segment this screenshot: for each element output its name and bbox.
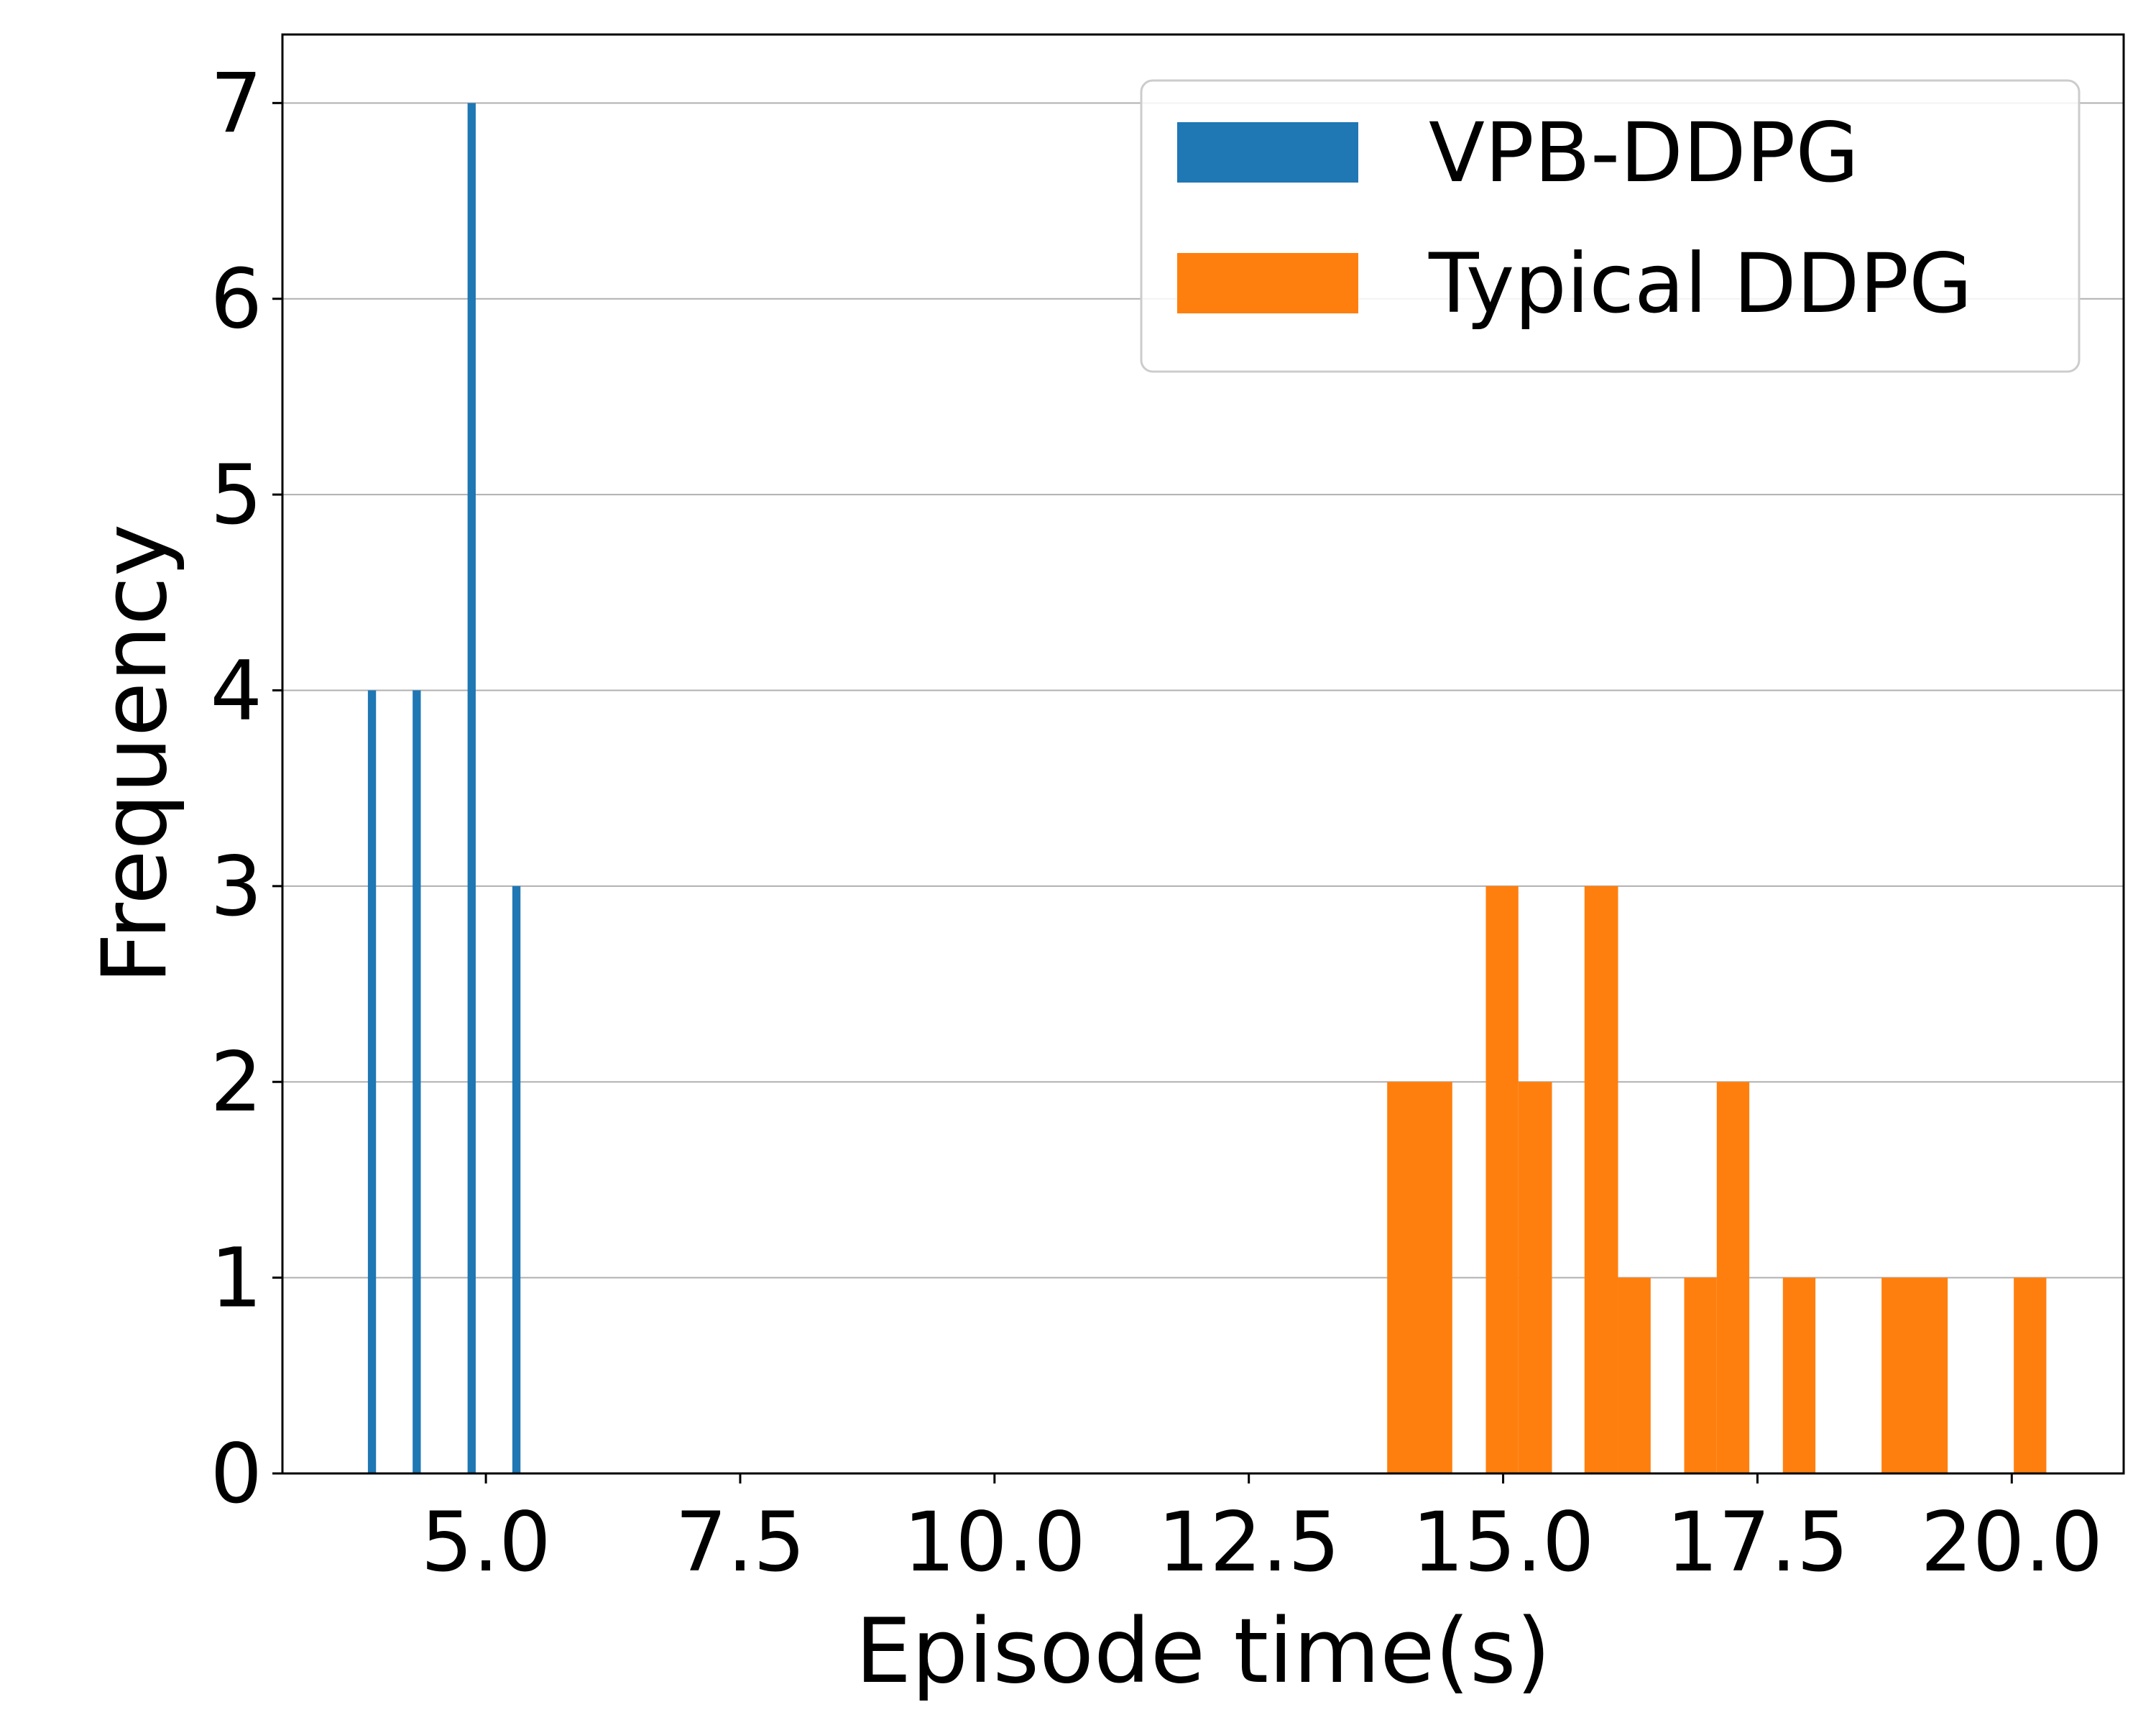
- x-tick-label: 15.0: [1412, 1494, 1595, 1590]
- y-axis-ticks: 0 1 2 3 4 5 6 7: [210, 55, 282, 1522]
- y-tick-label: 3: [210, 839, 262, 934]
- x-tick-label: 5.0: [420, 1494, 550, 1590]
- x-tick-label: 17.5: [1667, 1494, 1849, 1590]
- bar-typical-ddpg: [1881, 1277, 1948, 1473]
- bar-typical-ddpg: [2014, 1277, 2047, 1473]
- bar-typical-ddpg: [1485, 886, 1519, 1473]
- bar-vpb-ddpg: [367, 690, 377, 1473]
- legend-swatch: [1177, 253, 1358, 313]
- legend-box: [1140, 79, 2081, 373]
- y-tick-label: 4: [210, 643, 262, 738]
- bars: [367, 103, 2047, 1473]
- bar-typical-ddpg: [1684, 1277, 1717, 1473]
- bar-vpb-ddpg: [512, 886, 521, 1473]
- x-axis-label: Episode time(s): [855, 1600, 1551, 1703]
- x-axis-ticks: 5.0 7.5 10.0 12.5 15.0 17.5 20.0: [420, 1473, 2103, 1590]
- x-tick-label: 12.5: [1158, 1494, 1340, 1590]
- y-axis-label: Frequency: [83, 524, 187, 985]
- y-tick-label: 0: [210, 1426, 262, 1522]
- plot-frame: [281, 33, 2125, 1475]
- grid-lines: [282, 102, 2124, 1474]
- y-tick-label: 5: [210, 447, 262, 543]
- bar-typical-ddpg: [1782, 1277, 1816, 1473]
- x-tick-label: 7.5: [675, 1494, 805, 1590]
- bar-typical-ddpg: [1387, 1082, 1452, 1473]
- y-tick-label: 1: [210, 1230, 262, 1326]
- legend-label: VPB-DDPG: [1429, 105, 1859, 201]
- bar-vpb-ddpg: [467, 103, 476, 1473]
- x-tick-label: 20.0: [1920, 1494, 2103, 1590]
- y-tick-label: 7: [210, 55, 262, 151]
- y-tick-label: 2: [210, 1034, 262, 1130]
- legend: VPB-DDPG Typical DDPG: [1140, 79, 2081, 373]
- y-tick-label: 6: [210, 252, 262, 347]
- bar-typical-ddpg: [1716, 1082, 1750, 1473]
- bar-typical-ddpg: [1618, 1277, 1651, 1473]
- bar-vpb-ddpg: [413, 690, 421, 1473]
- x-tick-label: 10.0: [903, 1494, 1086, 1590]
- legend-label: Typical DDPG: [1428, 236, 1972, 331]
- bar-typical-ddpg: [1584, 886, 1618, 1473]
- bar-typical-ddpg: [1518, 1082, 1552, 1473]
- legend-swatch: [1177, 122, 1358, 183]
